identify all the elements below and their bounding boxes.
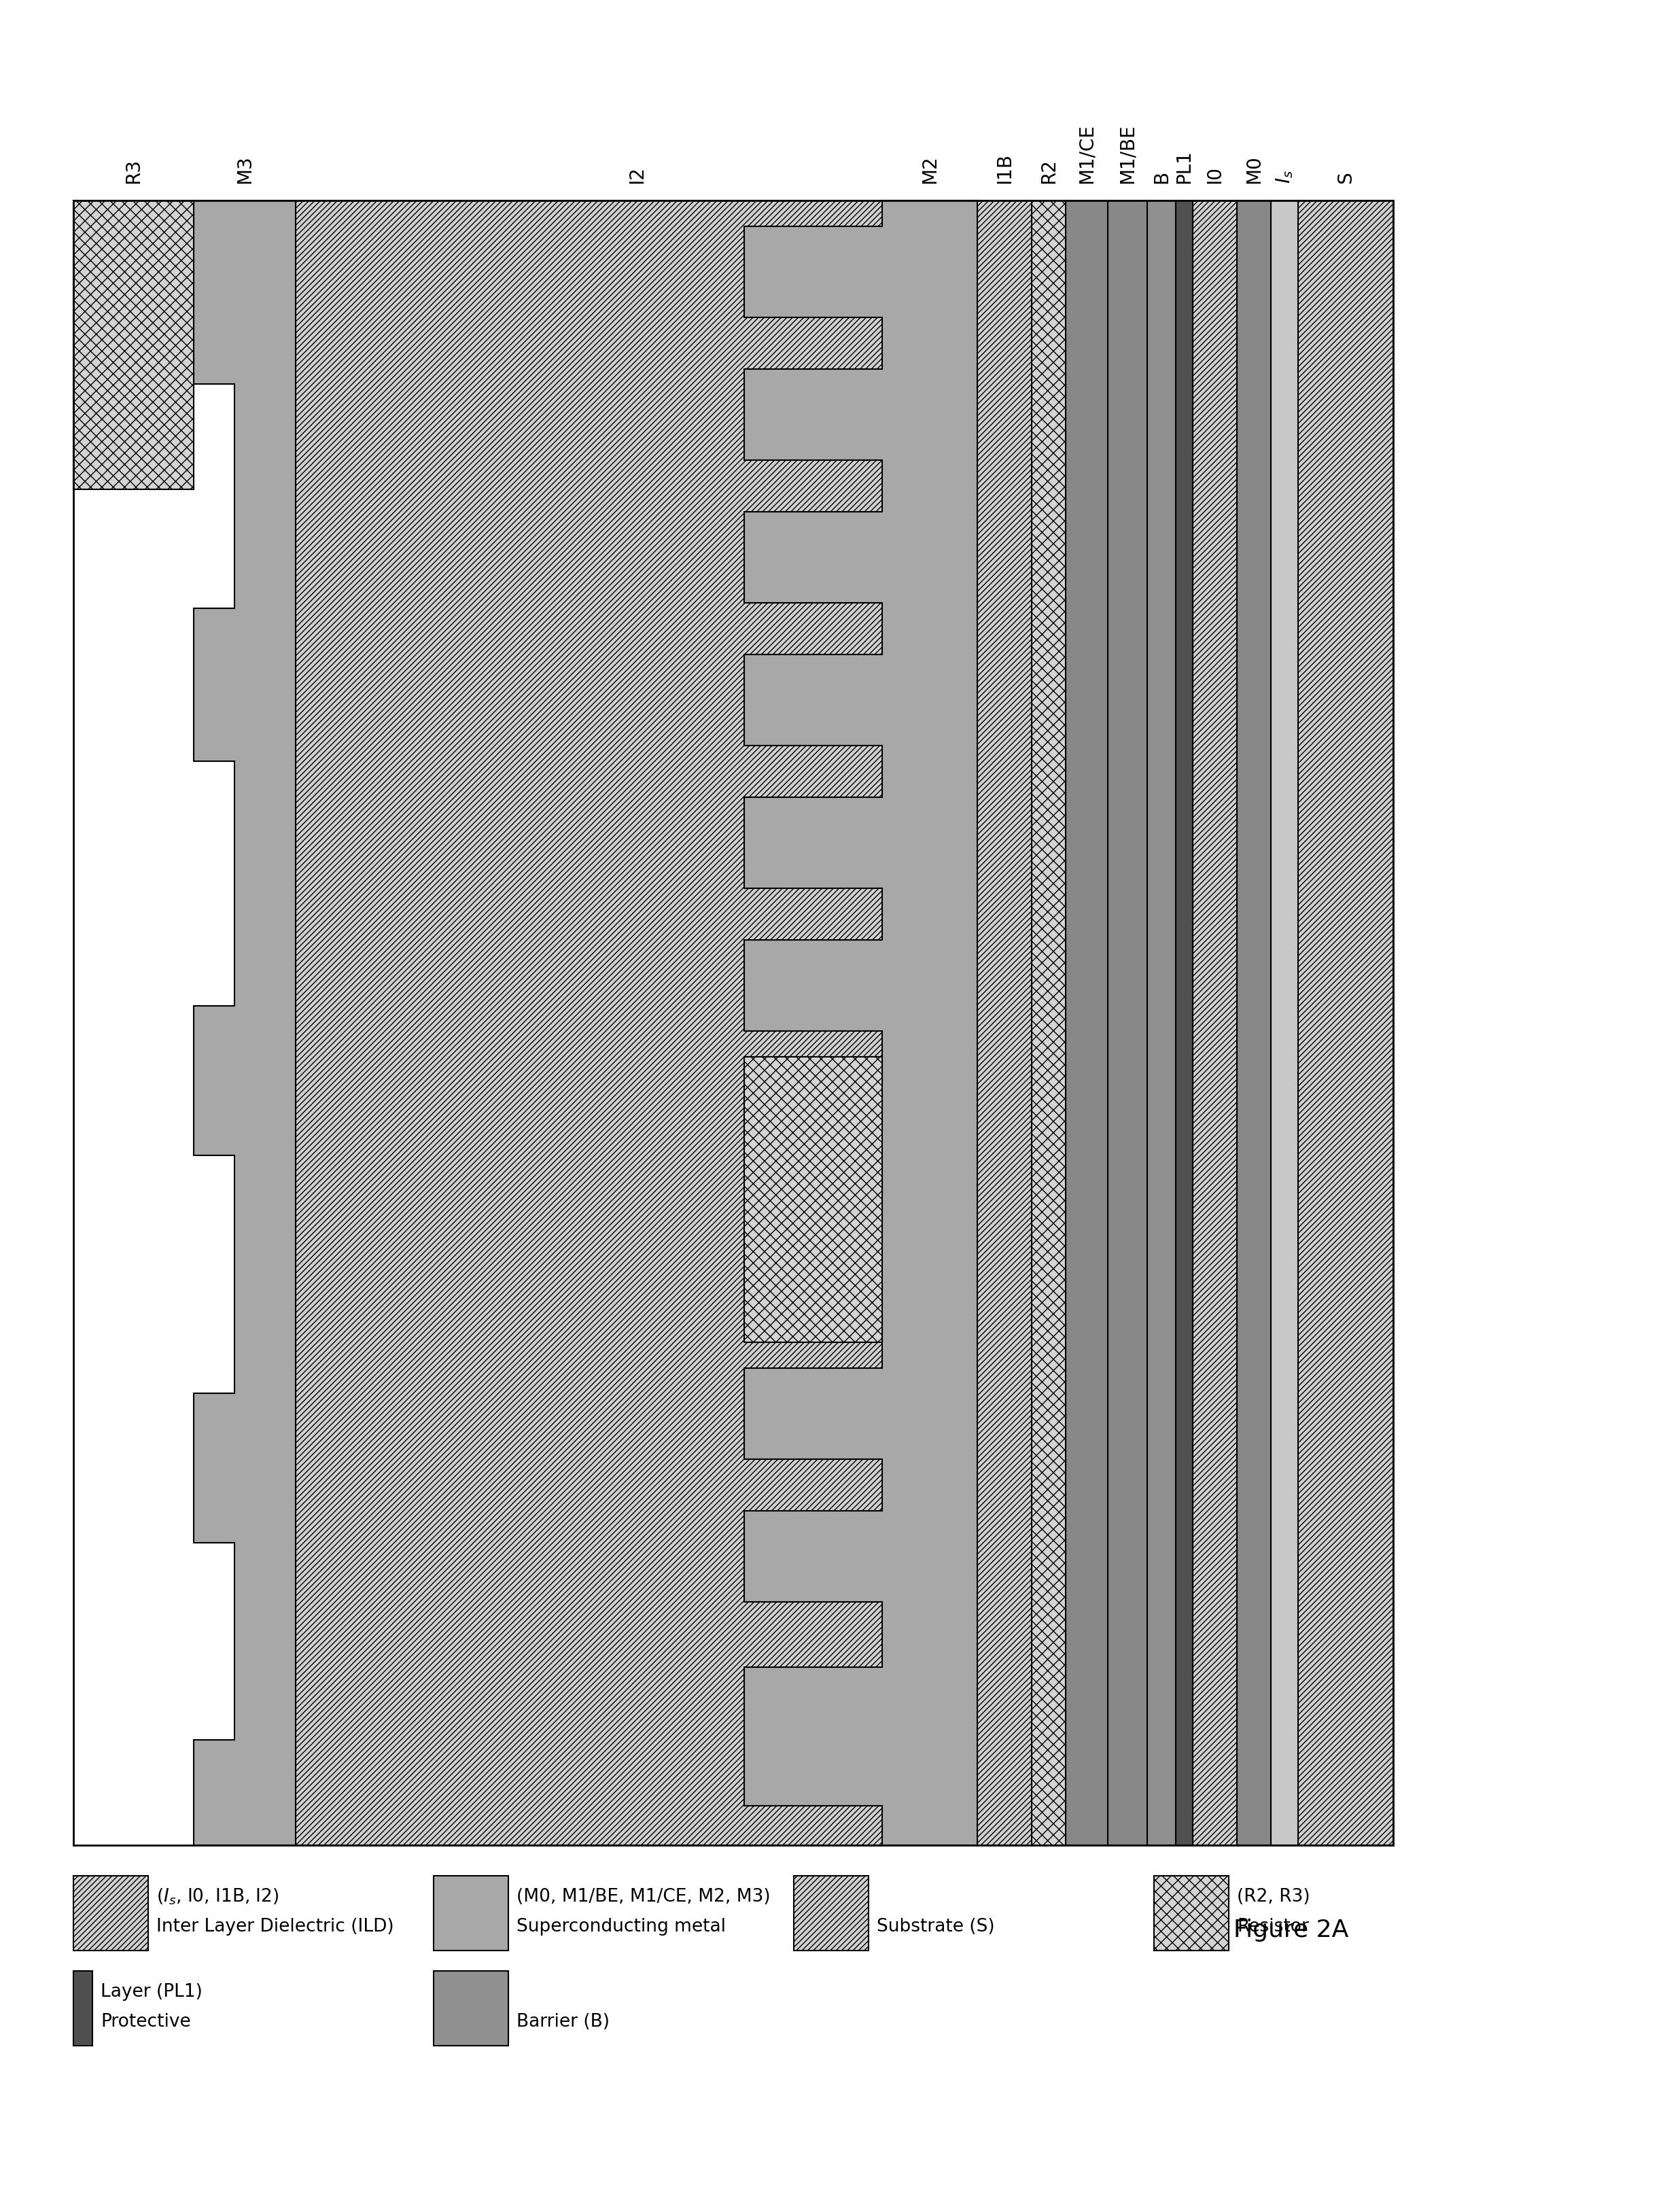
Bar <box>433 1971 509 2046</box>
Text: Inter Layer Dielectric (ILD): Inter Layer Dielectric (ILD) <box>156 1918 393 1936</box>
Text: Substrate (S): Substrate (S) <box>877 1918 995 1936</box>
Bar <box>1299 200 1393 1845</box>
Text: (M0, M1/BE, M1/CE, M2, M3): (M0, M1/BE, M1/CE, M2, M3) <box>516 1887 771 1905</box>
Text: Superconducting metal: Superconducting metal <box>516 1918 726 1936</box>
Text: ($I_s$, I0, I1B, I2): ($I_s$, I0, I1B, I2) <box>156 1887 279 1907</box>
Bar <box>793 1876 869 1951</box>
Bar <box>1270 200 1299 1845</box>
Text: B: B <box>1152 170 1171 183</box>
Polygon shape <box>193 200 296 1845</box>
Bar <box>74 200 1393 1845</box>
Bar <box>1154 1876 1228 1951</box>
Bar <box>1236 200 1270 1845</box>
Text: M0: M0 <box>1245 154 1263 183</box>
Text: I2: I2 <box>627 165 647 183</box>
Bar <box>74 200 193 489</box>
Text: M2: M2 <box>921 154 939 183</box>
Text: Resistor: Resistor <box>1236 1918 1309 1936</box>
Bar <box>74 1971 92 2046</box>
Bar <box>978 200 1032 1845</box>
Bar <box>1032 200 1065 1845</box>
Text: $I_s$: $I_s$ <box>1275 170 1295 183</box>
Bar <box>433 1876 509 1951</box>
Text: PL1: PL1 <box>1174 150 1193 183</box>
Text: R3: R3 <box>124 159 143 183</box>
Bar <box>74 1876 148 1951</box>
Text: Layer (PL1): Layer (PL1) <box>101 1984 202 2002</box>
Bar <box>1147 200 1176 1845</box>
Bar <box>1193 200 1236 1845</box>
Text: S: S <box>1336 172 1356 183</box>
Text: Protective: Protective <box>101 2013 192 2030</box>
Text: I1B: I1B <box>995 152 1015 183</box>
Text: Barrier (B): Barrier (B) <box>516 2013 610 2030</box>
Text: Figure 2A: Figure 2A <box>1233 1918 1349 1942</box>
Bar <box>296 200 978 1845</box>
Bar <box>1065 200 1107 1845</box>
Bar <box>1107 200 1147 1845</box>
Text: M3: M3 <box>235 154 254 183</box>
Text: M1/CE: M1/CE <box>1077 123 1097 183</box>
Bar <box>744 1057 882 1343</box>
Text: I0: I0 <box>1205 165 1225 183</box>
Bar <box>1176 200 1193 1845</box>
Polygon shape <box>744 200 978 1845</box>
Text: (R2, R3): (R2, R3) <box>1236 1887 1310 1905</box>
Text: R2: R2 <box>1040 159 1058 183</box>
Text: M1/BE: M1/BE <box>1117 123 1137 183</box>
